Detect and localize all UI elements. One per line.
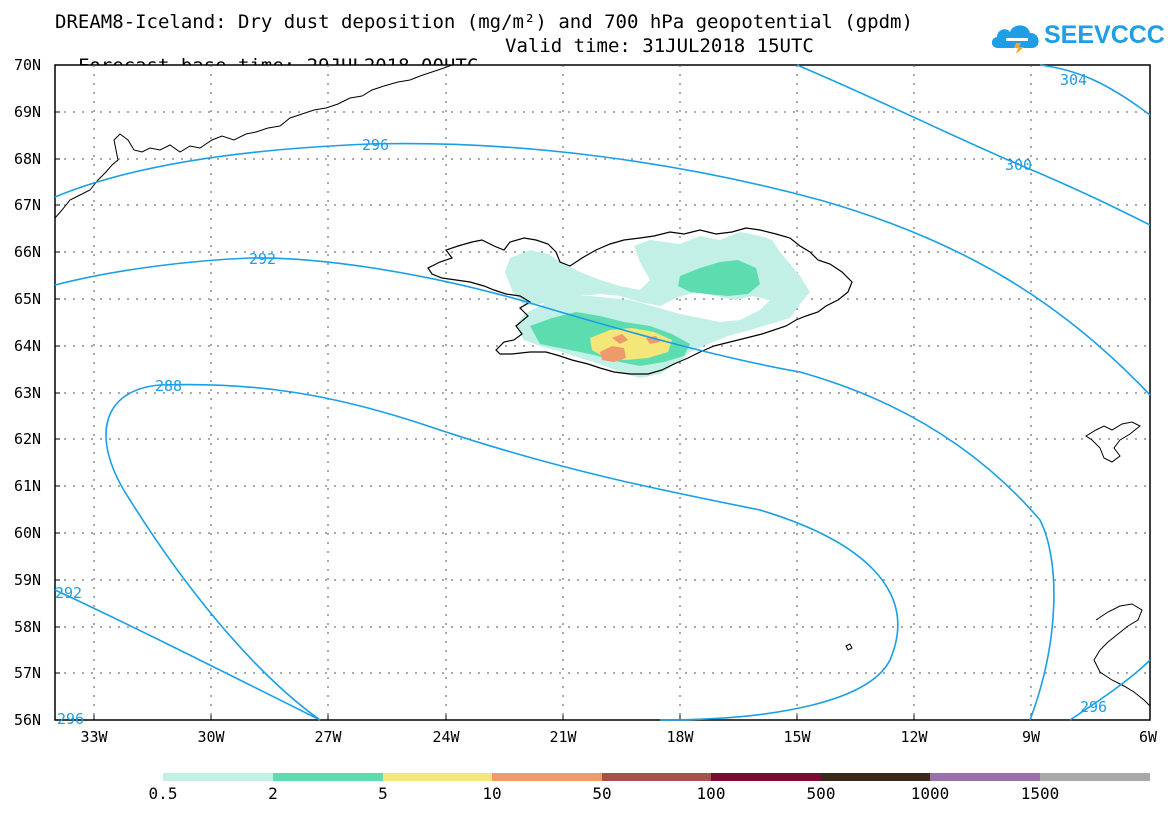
iceland-coastline [427,227,853,375]
lat-label: 66N [14,243,41,261]
lon-label: 30W [197,728,225,746]
longitude-labels: 33W 30W 27W 24W 21W 18W 15W 12W 9W 6W [80,728,1158,746]
contour-labels: 296 292 288 300 304 292 296 296 [55,71,1107,728]
dust-level-10-c [646,336,660,344]
legend-swatch [711,773,821,781]
lat-label: 60N [14,524,41,542]
map-title: DREAM8-Iceland: Dry dust deposition (mg/… [55,11,913,33]
lon-label: 27W [314,728,342,746]
contour-label: 296 [1080,698,1107,716]
contour-label: 304 [1060,71,1087,89]
legend-label: 1000 [910,784,950,803]
lat-label: 67N [14,196,41,214]
contour-300 [796,64,1151,226]
legend-label: 2 [268,784,278,803]
lon-label: 9W [1022,728,1041,746]
lat-label: 65N [14,290,41,308]
legend-label: 100 [696,784,726,803]
contour-288 [105,383,899,721]
seevccc-logo: SEEVCCC [988,18,1165,56]
contour-304 [1039,64,1151,116]
lat-label: 68N [14,150,41,168]
lat-label: 56N [14,711,41,729]
dust-level-2-north [678,260,760,296]
lon-label: 18W [666,728,694,746]
contour-292-sw [54,589,321,721]
lon-label: 24W [432,728,460,746]
legend-label: 50 [592,784,612,803]
lat-label: 64N [14,337,41,355]
contour-label: 292 [55,584,82,602]
lat-label: 69N [14,103,41,121]
dust-level-10 [600,346,626,362]
dust-deposition [505,232,810,378]
cloud-icon [991,25,1039,54]
color-legend [163,773,1150,781]
lon-label: 21W [549,728,577,746]
lon-label: 15W [783,728,811,746]
dust-level-10-b [612,334,628,344]
legend-label: 5 [378,784,388,803]
lat-label: 58N [14,618,41,636]
contour-296-north [54,142,1151,396]
geopotential-contours [54,64,1151,721]
scotland-coastline [1093,603,1151,707]
legend-swatch [273,773,383,781]
lon-label: 6W [1139,728,1158,746]
logo-text: SEEVCCC [1044,21,1165,49]
lat-label: 59N [14,571,41,589]
faroe-islands-coastline [1085,421,1141,463]
legend-swatch [930,773,1040,781]
legend-swatch [163,773,273,781]
legend-swatch [492,773,602,781]
latitude-labels: 70N 69N 68N 67N 66N 65N 64N 63N 62N 61N … [14,56,41,729]
contour-label: 288 [155,377,182,395]
lon-label: 12W [900,728,928,746]
lat-label: 61N [14,477,41,495]
small-island [845,643,853,651]
legend-label: 10 [482,784,502,803]
legend-label: 1500 [1020,784,1060,803]
legend-swatch [383,773,492,781]
lat-label: 57N [14,664,41,682]
map-frame [54,64,1151,721]
valid-time: Valid time: 31JUL2018 15UTC [505,35,814,57]
contour-label: 300 [1005,156,1032,174]
legend-swatch [821,773,930,781]
contour-296-se [1069,659,1151,721]
contour-292 [54,257,1055,721]
legend-label: 0.5 [148,784,178,803]
legend-label: 500 [806,784,836,803]
greenland-coastline [54,64,453,219]
contour-label: 292 [249,250,276,268]
lon-label: 33W [80,728,108,746]
graticule [55,65,1150,720]
lat-label: 63N [14,384,41,402]
legend-swatch [1040,773,1150,781]
legend-swatch [602,773,711,781]
contour-label: 296 [57,710,84,728]
lat-label: 62N [14,430,41,448]
lat-label: 70N [14,56,41,74]
contour-label: 296 [362,136,389,154]
